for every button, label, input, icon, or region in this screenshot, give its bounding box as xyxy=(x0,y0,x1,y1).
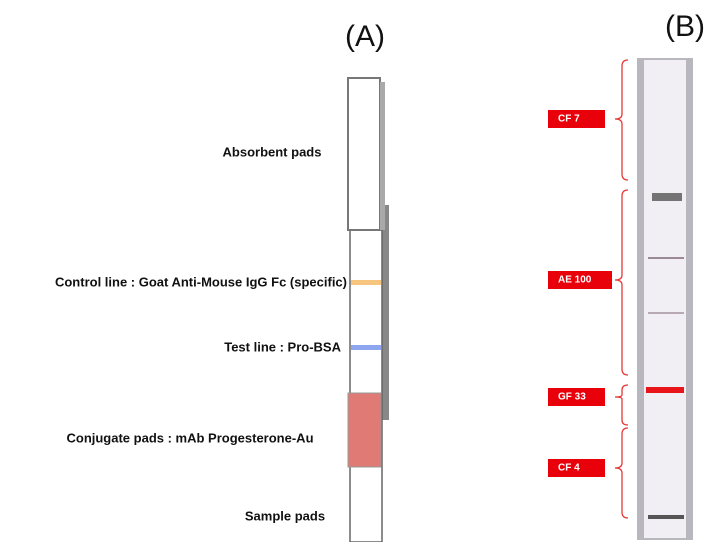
membrane xyxy=(350,230,382,542)
part-label: Sample pads xyxy=(245,508,325,523)
figure: (A) Absorbent pads Control line : Goat A… xyxy=(0,0,708,542)
zone-label: AE 100 xyxy=(558,275,592,286)
pad-shadow xyxy=(380,82,385,230)
band xyxy=(652,193,682,201)
band xyxy=(648,312,684,314)
band xyxy=(648,257,684,259)
zone-label: CF 7 xyxy=(558,114,580,125)
zone-label: CF 4 xyxy=(558,463,580,474)
band xyxy=(646,387,684,393)
test-line xyxy=(351,345,381,350)
absorbent-pad xyxy=(348,78,380,230)
panel-label: (B) xyxy=(665,10,705,43)
strip-photo xyxy=(637,58,693,540)
backing xyxy=(382,205,389,420)
part-label: Conjugate pads : mAb Progesterone-Au xyxy=(66,430,313,445)
band xyxy=(648,515,684,519)
zone-label: GF 33 xyxy=(558,392,586,403)
part-label: Test line : Pro-BSA xyxy=(224,339,341,354)
control-line xyxy=(351,280,381,285)
part-label: Control line : Goat Anti-Mouse IgG Fc (s… xyxy=(55,274,347,289)
conjugate-pad xyxy=(348,393,381,467)
part-label: Absorbent pads xyxy=(223,144,322,159)
strip xyxy=(644,60,686,538)
strip-a xyxy=(348,78,389,542)
panel-label: (A) xyxy=(345,20,385,53)
brackets xyxy=(615,60,628,518)
